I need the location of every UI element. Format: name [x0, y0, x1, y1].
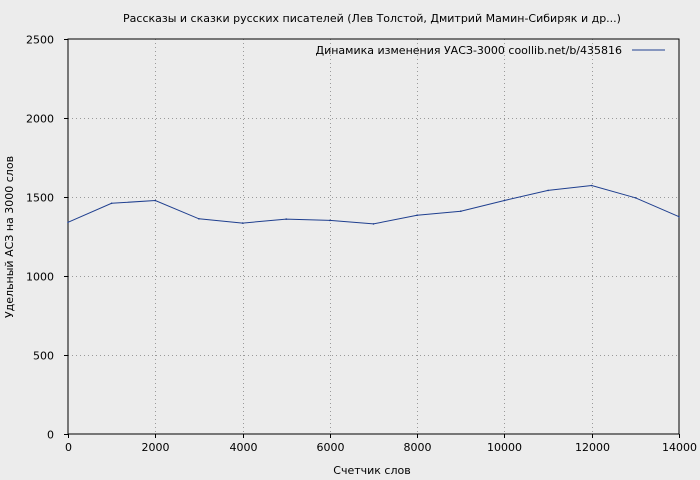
series-layer — [67, 184, 680, 225]
data-point — [634, 197, 637, 199]
data-point — [154, 199, 157, 202]
y-tick-label: 1500 — [26, 192, 54, 205]
grid — [68, 39, 679, 434]
x-tick-label: 6000 — [317, 441, 345, 454]
data-point — [285, 218, 288, 220]
data-point — [329, 219, 331, 222]
data-point — [198, 218, 200, 220]
x-tick-label: 2000 — [142, 441, 170, 454]
series-line — [67, 184, 680, 225]
y-axis-label: Удельный АСЗ на 3000 слов — [3, 156, 16, 318]
y-tick-label: 2500 — [26, 34, 54, 47]
data-point — [241, 222, 244, 224]
data-point — [590, 184, 593, 187]
x-tick-label: 4000 — [230, 441, 258, 454]
x-axis-label: Счетчик слов — [333, 464, 410, 477]
x-tick-label: 8000 — [404, 441, 432, 454]
data-point — [678, 215, 680, 218]
x-axis-tick-labels: 0 2000 4000 6000 8000 10000 12000 14000 — [65, 441, 697, 454]
x-tick-label: 10000 — [487, 441, 522, 454]
data-point — [503, 199, 506, 202]
legend: Динамика изменения УАСЗ-3000 coollib.net… — [316, 44, 665, 57]
series-0 — [67, 184, 680, 225]
plot-frame — [67, 38, 680, 435]
legend-label: Динамика изменения УАСЗ-3000 coollib.net… — [316, 44, 623, 57]
y-tick-label: 0 — [47, 429, 54, 442]
y-tick-label: 500 — [33, 350, 54, 363]
y-axis-tick-labels: 0 500 1000 1500 2000 2500 — [26, 34, 54, 442]
x-tick-label: 14000 — [662, 441, 697, 454]
y-tick-label: 1000 — [26, 271, 54, 284]
data-point — [547, 189, 549, 192]
data-point — [416, 214, 418, 216]
y-tick-label: 2000 — [26, 113, 54, 126]
data-point — [460, 210, 462, 212]
data-point — [372, 223, 375, 225]
x-tick-label: 12000 — [575, 441, 610, 454]
chart-title: Рассказы и сказки русских писателей (Лев… — [123, 12, 621, 25]
x-tick-label: 0 — [65, 441, 72, 454]
data-point — [67, 221, 69, 224]
axis-ticks — [64, 39, 680, 438]
data-point — [110, 202, 113, 205]
